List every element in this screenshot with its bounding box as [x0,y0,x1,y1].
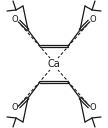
Text: Ca: Ca [48,59,60,69]
Text: O: O [90,104,96,113]
Text: O: O [90,15,96,24]
Text: O: O [12,104,18,113]
Text: O: O [12,15,18,24]
